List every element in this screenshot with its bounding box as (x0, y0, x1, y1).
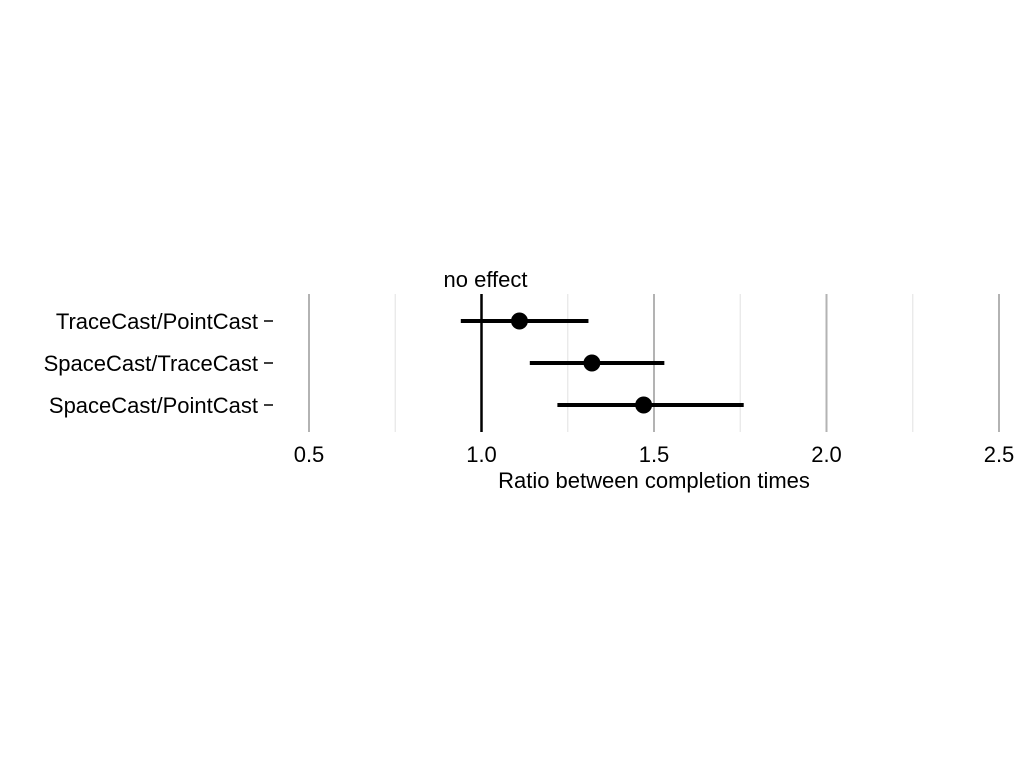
x-axis-title: Ratio between completion times (498, 468, 810, 493)
category-label: SpaceCast/TraceCast (44, 351, 258, 376)
y-axis: TraceCast/PointCast SpaceCast/TraceCast Sp… (44, 309, 273, 418)
estimate-point (635, 396, 653, 414)
x-axis: 0.5 1.0 1.5 2.0 2.5 (294, 442, 1015, 467)
reference-line-label: no effect (444, 267, 528, 292)
interval-marks (460, 312, 744, 414)
category-label: TraceCast/PointCast (56, 309, 258, 334)
estimate-point (510, 312, 528, 330)
x-tick-label: 1.0 (466, 442, 497, 467)
x-tick-label: 2.0 (811, 442, 842, 467)
estimate-point (583, 354, 601, 372)
category-label: SpaceCast/PointCast (49, 393, 258, 418)
x-tick-label: 2.5 (984, 442, 1015, 467)
x-tick-label: 0.5 (294, 442, 325, 467)
x-tick-label: 1.5 (639, 442, 670, 467)
